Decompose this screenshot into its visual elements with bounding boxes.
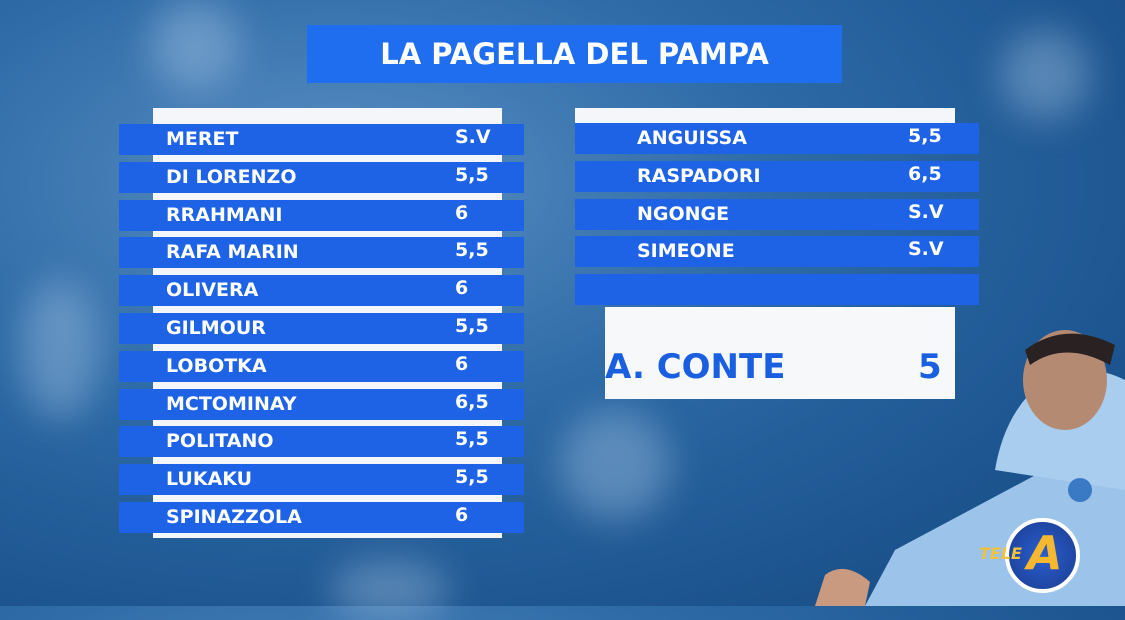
player-score: 5,5 [455,428,489,451]
player-name: LUKAKU [166,468,253,491]
player-score: 6,5 [908,162,942,185]
list-item: GILMOUR 5,5 [119,313,524,344]
player-score: 5,5 [908,125,942,147]
list-item: RRAHMANI 6 [119,199,524,231]
player-score: 5,5 [455,466,489,489]
player-name: MERET [166,128,239,150]
list-item: SPINAZZOLA 6 [119,502,524,533]
list-item: LUKAKU 5,5 [119,464,524,496]
player-name: OLIVERA [166,279,259,302]
list-item: DI LORENZO 5,5 [119,161,524,193]
player-name: MCTOMINAY [166,392,297,415]
page-title: LA PAGELLA DEL PAMPA [307,25,842,83]
list-item [575,274,979,306]
logo-text-tele: TELE [979,544,1022,563]
list-item: MCTOMINAY 6,5 [119,388,524,420]
player-name: LOBOTKA [166,354,267,377]
list-item: POLITANO 5,5 [119,426,524,458]
list-item: NGONGE S.V [575,198,979,230]
list-item: ANGUISSA 5,5 [575,123,979,154]
player-score: 6 [455,504,469,526]
player-score: 6 [455,352,469,375]
list-item: OLIVERA 6 [119,275,524,307]
player-score: 5,5 [455,239,489,262]
logo-text-a: A [1027,526,1063,580]
player-name: GILMOUR [166,317,266,339]
player-score: 5,5 [455,163,489,186]
player-score: 6 [455,277,469,300]
player-score: S.V [908,238,944,261]
player-name: RASPADORI [637,164,761,187]
player-name: ANGUISSA [637,127,747,149]
player-name: RRAHMANI [166,203,283,226]
coach-box: A. CONTE 5 [605,307,955,399]
player-name: SPINAZZOLA [166,506,302,528]
player-name: POLITANO [166,430,274,453]
list-item: RASPADORI 6,5 [575,160,979,192]
coach-score: 5 [918,347,942,387]
list-item: MERET S.V [119,124,524,155]
player-score: 6,5 [455,390,489,413]
coach-name: A. CONTE [605,347,786,387]
player-score: 6 [455,201,469,224]
player-name: SIMEONE [637,240,735,263]
list-item: RAFA MARIN 5,5 [119,237,524,269]
player-name: DI LORENZO [166,165,297,188]
player-name: NGONGE [637,202,730,225]
player-score: S.V [455,126,491,148]
player-score: S.V [908,200,944,223]
list-item: SIMEONE S.V [575,236,979,268]
tele-a-logo: TELE A [979,518,1080,593]
list-item: LOBOTKA 6 [119,350,524,382]
player-score: 5,5 [455,315,489,337]
player-name: RAFA MARIN [166,241,299,264]
